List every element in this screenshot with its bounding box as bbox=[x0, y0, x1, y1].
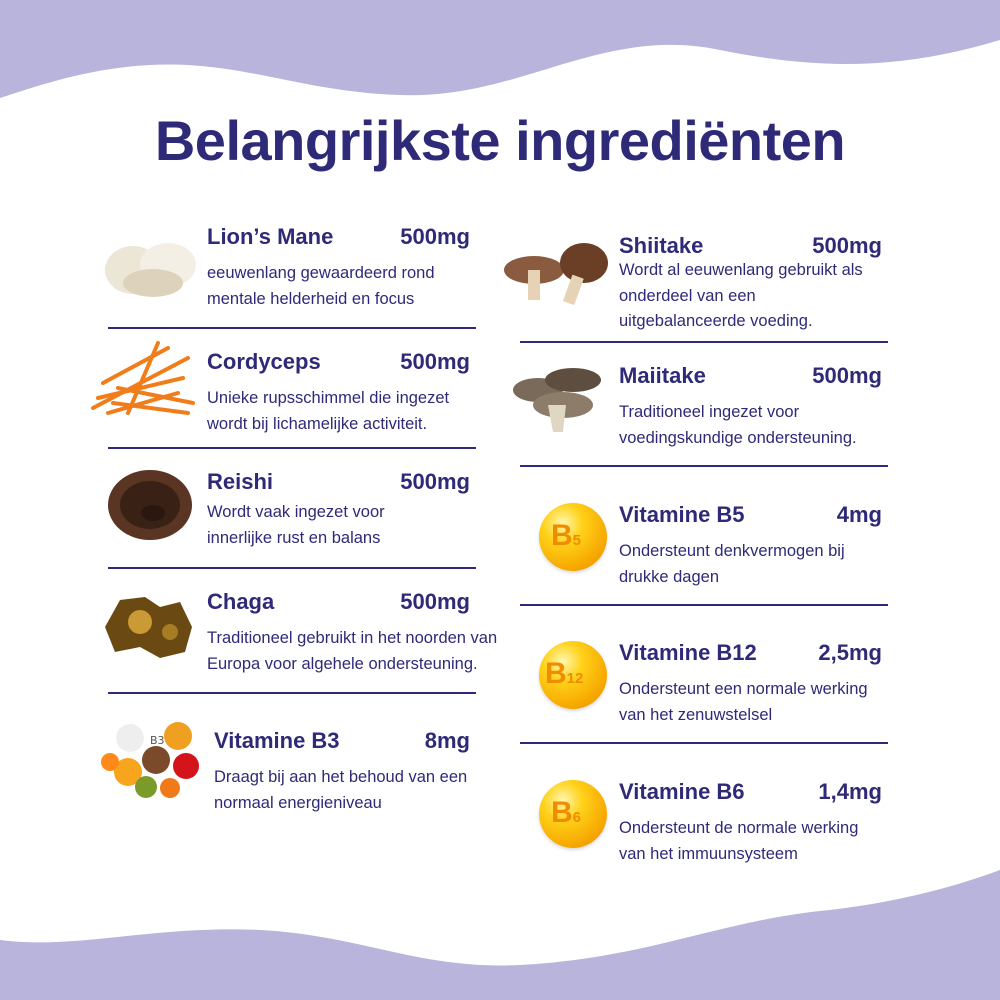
cordyceps-fungus-icon bbox=[91, 341, 195, 415]
divider bbox=[108, 567, 476, 569]
ingredient-name: Maiitake bbox=[619, 363, 706, 388]
ingredient-description: Wordt vaak ingezet voor innerlijke rust e… bbox=[207, 503, 385, 547]
divider bbox=[108, 327, 476, 329]
maitake-mushroom-icon bbox=[513, 368, 601, 432]
ingredient-name: Cordyceps bbox=[207, 349, 321, 374]
ingredient-description: Ondersteunt een normale werking van het z… bbox=[619, 680, 868, 724]
ingredient-name: Shiitake bbox=[619, 233, 704, 258]
ingredient-description: eeuwenlang gewaardeerd rond mentale helde… bbox=[207, 264, 435, 308]
divider bbox=[520, 465, 888, 467]
vitamin-b5-badge: B5 bbox=[551, 519, 582, 552]
ingredient-name: Lion’s Mane bbox=[207, 224, 334, 249]
ingredient-description: Traditioneel ingezet voor voedingskundige… bbox=[619, 403, 857, 447]
reishi-mushroom-icon bbox=[108, 470, 192, 540]
vitamin-b6-icon: B6 bbox=[539, 780, 607, 848]
ingredient-name: Vitamine B12 bbox=[619, 640, 757, 665]
vitamin-b5-icon: B5 bbox=[539, 503, 607, 571]
divider bbox=[520, 341, 888, 343]
ingredient-name: Vitamine B6 bbox=[619, 779, 745, 804]
ingredient-description: Ondersteunt denkvermogen bij drukke dagen bbox=[619, 542, 845, 586]
top-wave bbox=[0, 0, 1000, 98]
ingredient-name: Vitamine B3 bbox=[214, 728, 340, 753]
ingredient-dose: 1,4mg bbox=[818, 779, 882, 804]
ingredient-description: Unieke rupsschimmel die ingezet wordt bij… bbox=[207, 389, 450, 433]
ingredient-description: Wordt al eeuwenlang gebruikt als onderdee… bbox=[619, 261, 863, 330]
ingredient-dose: 500mg bbox=[812, 363, 882, 388]
ingredient-dose: 500mg bbox=[812, 233, 882, 258]
divider bbox=[108, 692, 476, 694]
ingredient-dose: 8mg bbox=[424, 728, 470, 753]
chaga-fungus-icon bbox=[105, 597, 192, 658]
ingredient-dose: 500mg bbox=[400, 589, 470, 614]
ingredient-name: Vitamine B5 bbox=[619, 502, 745, 527]
ingredient-dose: 500mg bbox=[400, 469, 470, 494]
shiitake-mushroom-icon bbox=[504, 243, 608, 306]
ingredient-dose: 500mg bbox=[400, 224, 470, 249]
vitamin-b12-badge: B12 bbox=[545, 657, 584, 690]
bottom-wave bbox=[0, 870, 1000, 1000]
lions-mane-mushroom-icon bbox=[105, 243, 196, 297]
vitamin-b12-icon: B12 bbox=[539, 641, 607, 709]
b3-foods-icon: B3 bbox=[101, 722, 199, 798]
vitamin-b6-badge: B6 bbox=[551, 796, 582, 829]
ingredient-description: Ondersteunt de normale werking van het im… bbox=[619, 819, 859, 863]
ingredient-description: Draagt bij aan het behoud van een normaal… bbox=[214, 768, 468, 812]
ingredient-dose: 4mg bbox=[836, 502, 882, 527]
ingredient-dose: 500mg bbox=[400, 349, 470, 374]
ingredient-name: Reishi bbox=[207, 469, 274, 494]
svg-text:B3: B3 bbox=[150, 734, 165, 747]
ingredient-description: Traditioneel gebruikt in het noorden van… bbox=[207, 629, 498, 673]
divider bbox=[520, 742, 888, 744]
divider bbox=[108, 447, 476, 449]
divider bbox=[520, 604, 888, 606]
page-title: Belangrijkste ingrediënten bbox=[154, 109, 846, 172]
ingredient-name: Chaga bbox=[207, 589, 275, 614]
ingredient-dose: 2,5mg bbox=[818, 640, 882, 665]
